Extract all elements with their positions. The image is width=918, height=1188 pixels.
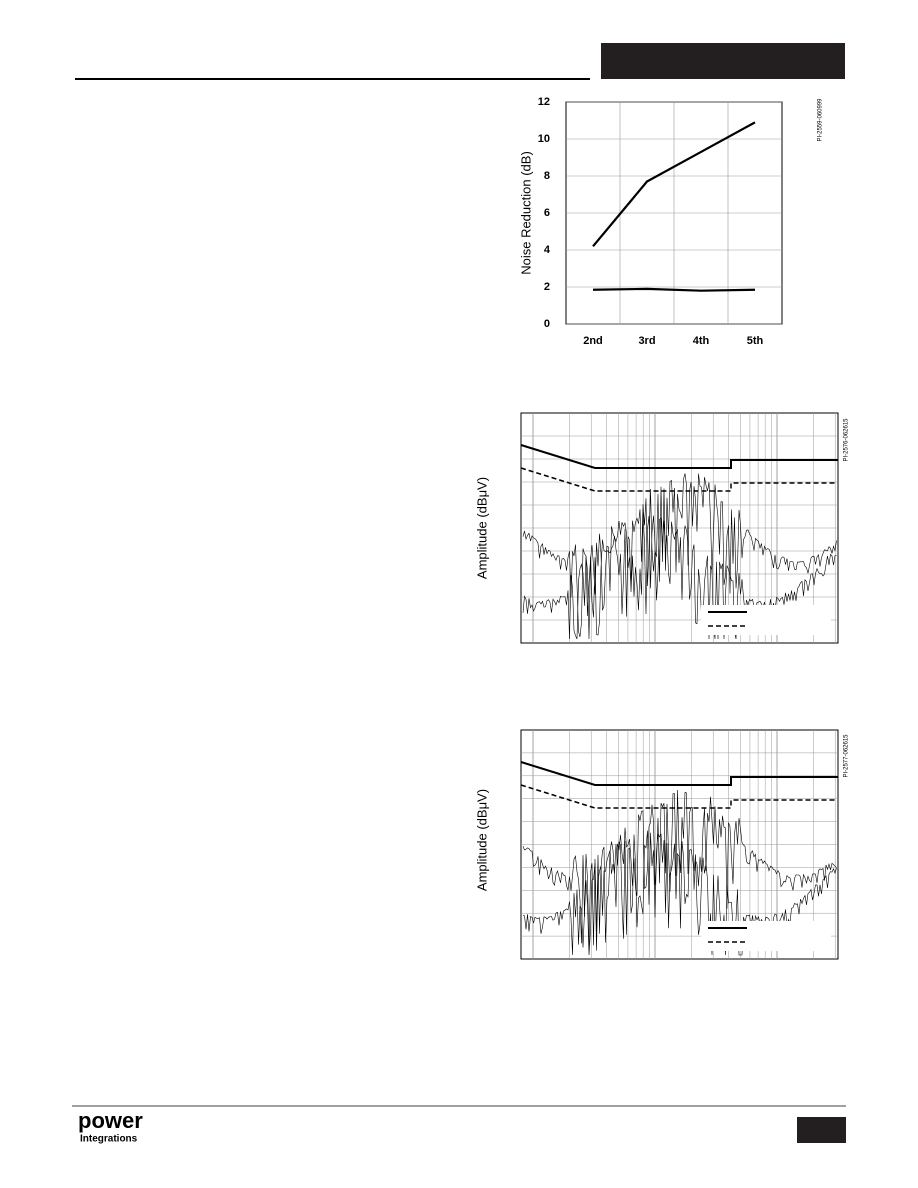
header-tab (601, 43, 845, 79)
page-tab (797, 1117, 846, 1143)
x-tick-label: 5th (747, 335, 764, 347)
series-line (592, 121, 756, 248)
emission-trace (522, 830, 837, 956)
y-tick-label: 12 (538, 96, 550, 108)
figure-code: PI-2576-062615 (844, 418, 850, 462)
series-line (592, 287, 756, 292)
figure-code: PI-2559-060999 (818, 98, 824, 142)
legend-box (701, 605, 831, 635)
logo: power (78, 1108, 143, 1133)
x-tick-label: 2nd (583, 335, 603, 347)
y-tick-label: 10 (538, 133, 550, 145)
x-tick-label: 4th (693, 335, 710, 347)
y-axis-label: Amplitude (dBμV) (474, 789, 489, 891)
y-tick-label: 4 (544, 244, 551, 256)
figure-code: PI-2577-062615 (844, 734, 850, 778)
logo-sub: Integrations (80, 1134, 138, 1145)
x-tick-label: 3rd (638, 335, 655, 347)
y-axis-label: Noise Reduction (dB) (518, 151, 533, 275)
limit-line-avg (520, 784, 838, 809)
limit-line-avg (520, 467, 838, 492)
limit-line (520, 761, 838, 786)
y-axis-label: Amplitude (dBμV) (474, 477, 489, 579)
limit-line (520, 444, 838, 469)
legend-box (701, 921, 831, 951)
emission-trace (522, 789, 837, 950)
y-tick-label: 8 (544, 170, 550, 182)
y-tick-label: 2 (544, 281, 550, 293)
y-tick-label: 0 (544, 318, 550, 330)
y-tick-label: 6 (544, 207, 550, 219)
emission-trace (522, 512, 837, 640)
emission-trace (522, 473, 837, 637)
